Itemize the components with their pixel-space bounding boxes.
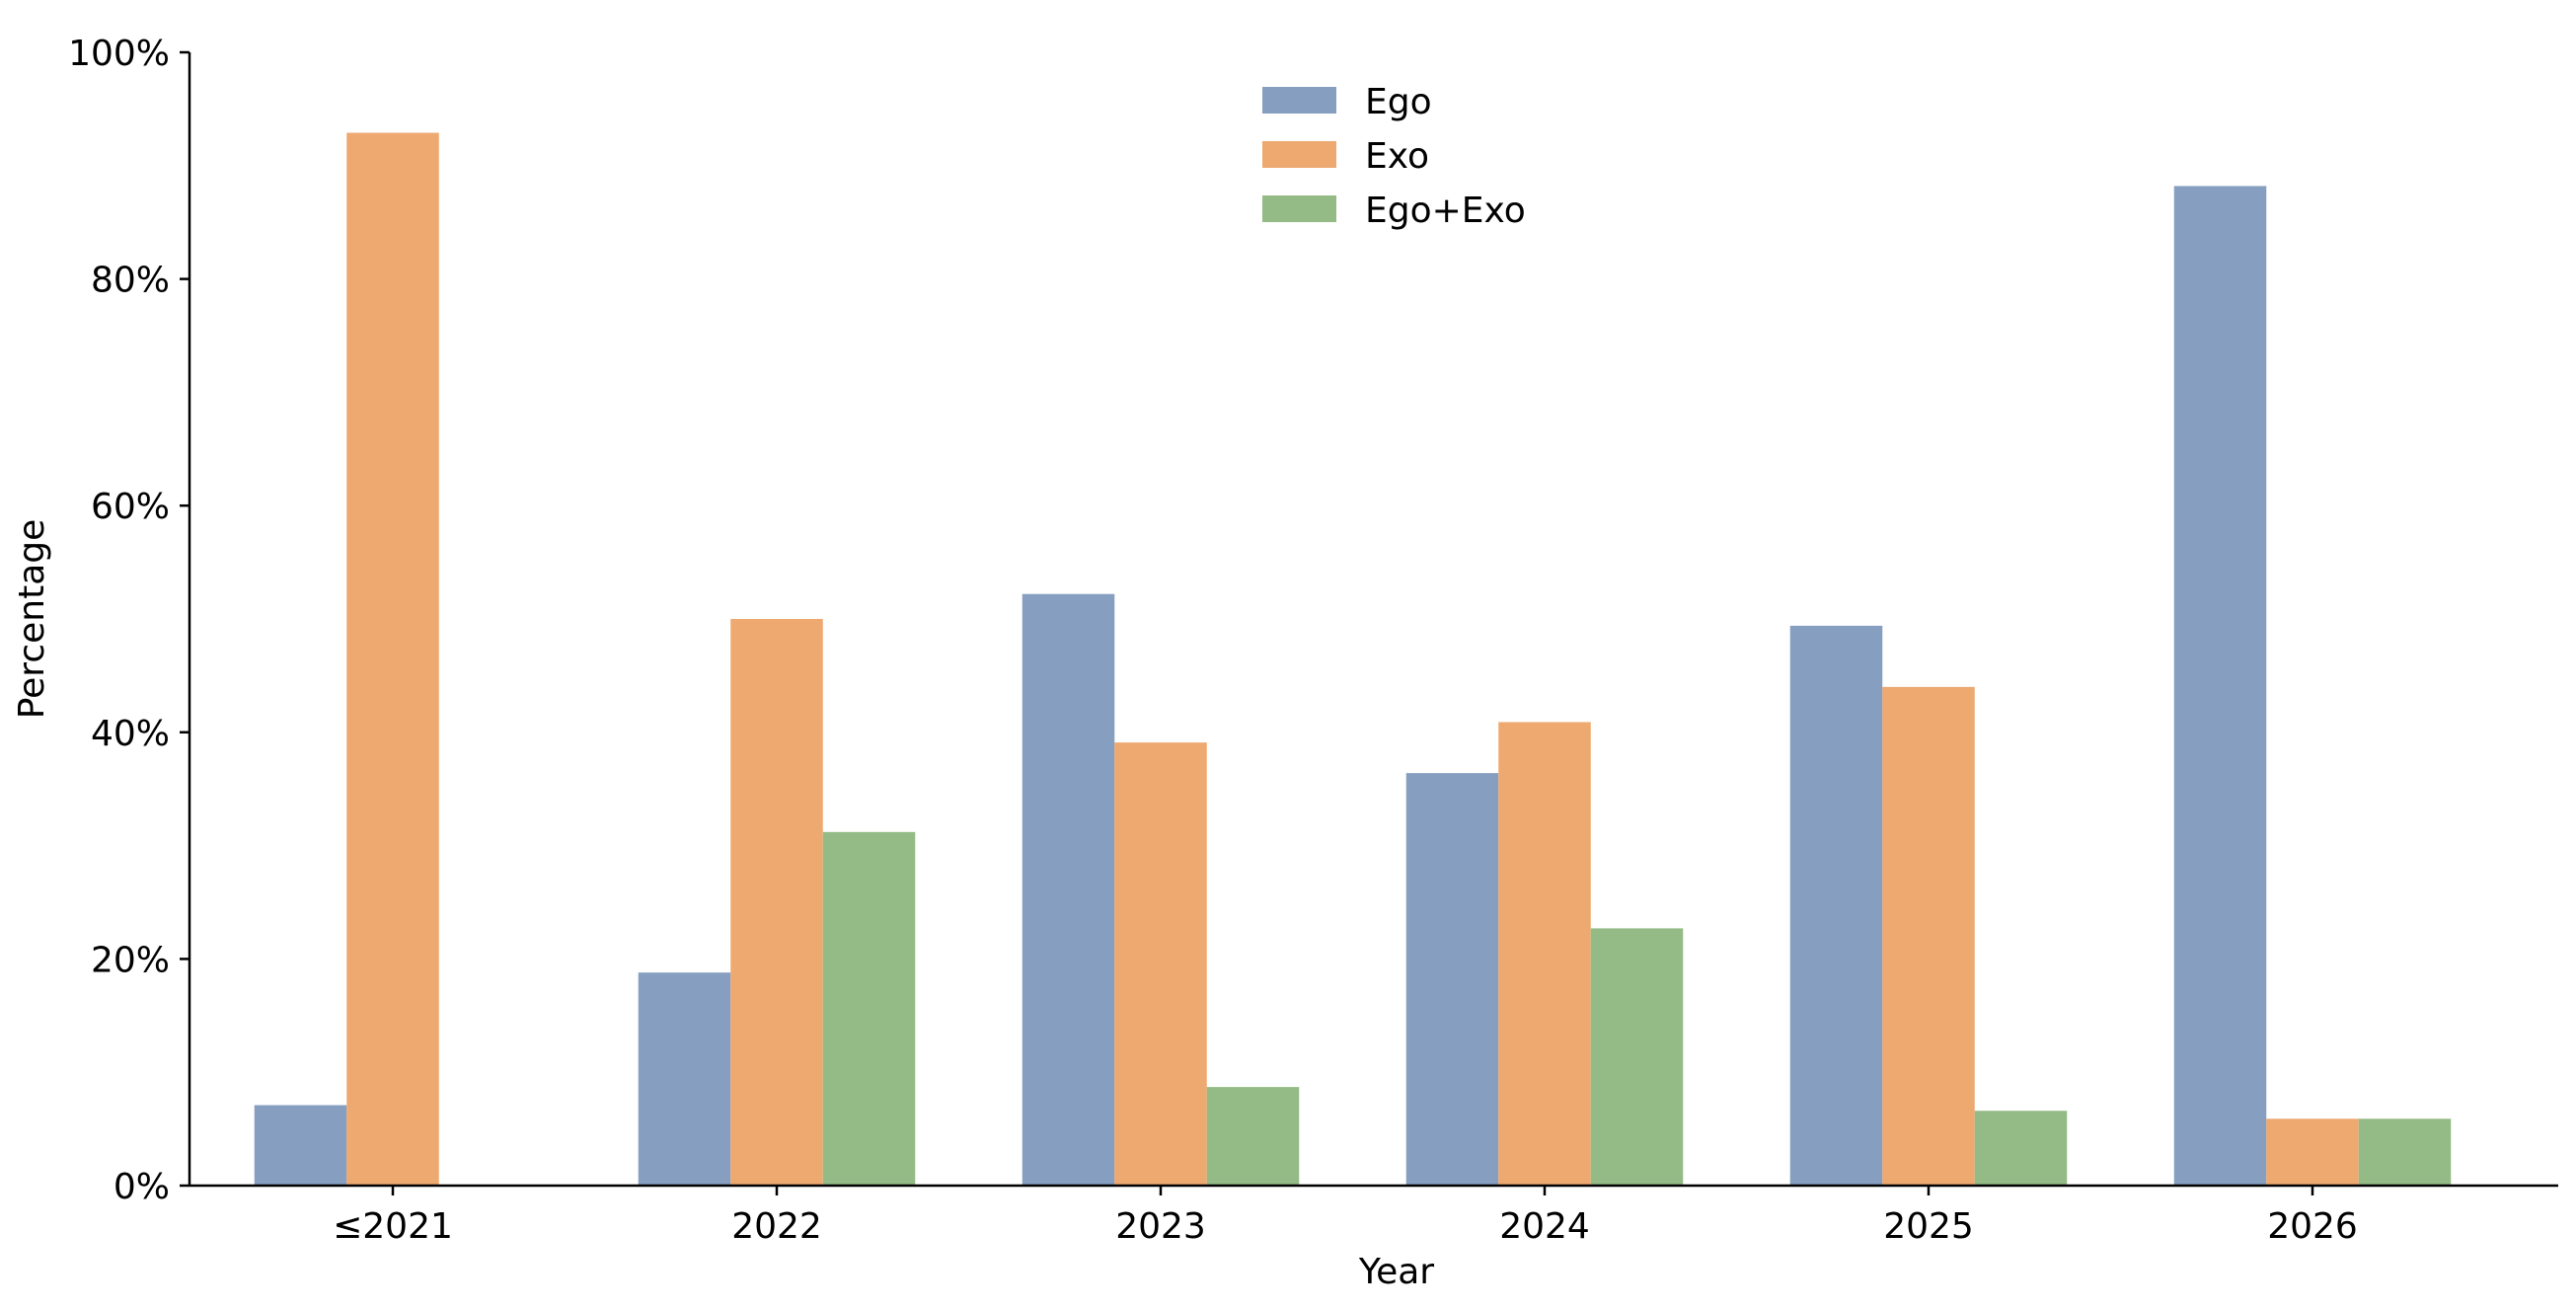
legend-swatch-exo: [1262, 141, 1336, 168]
y-tick-label: 60%: [91, 487, 170, 527]
x-tick-label: ≤2021: [333, 1206, 453, 1247]
bar-ego-exo-1: [822, 831, 916, 1186]
legend-label-ego-exo: Ego+Exo: [1365, 191, 1526, 231]
legend-label-exo: Exo: [1365, 136, 1429, 177]
bar-exo-1: [730, 619, 823, 1186]
y-tick-label: 0%: [114, 1167, 170, 1207]
y-tick-label: 80%: [91, 261, 170, 301]
bar-exo-3: [1498, 722, 1591, 1186]
bar-ego-5: [2173, 186, 2267, 1187]
bar-ego-2: [1022, 593, 1115, 1186]
y-tick-label: 100%: [68, 34, 170, 74]
bar-ego-0: [254, 1105, 347, 1186]
legend-label-ego: Ego: [1365, 82, 1432, 122]
x-tick-label: 2025: [1883, 1206, 1974, 1247]
y-tick-label: 20%: [91, 940, 170, 980]
bar-ego-3: [1405, 773, 1499, 1186]
bar-ego-4: [1789, 625, 1883, 1186]
legend-swatch-ego-exo: [1262, 195, 1336, 222]
y-axis-title: Percentage: [12, 519, 52, 720]
bar-ego-exo-4: [1974, 1111, 2068, 1186]
x-axis-title: Year: [1358, 1252, 1434, 1292]
bar-ego-exo-3: [1590, 928, 1684, 1186]
bar-exo-2: [1114, 742, 1207, 1186]
x-tick-label: 2026: [2267, 1206, 2358, 1247]
x-tick-label: 2022: [731, 1206, 822, 1247]
y-ticks: 0% 20% 40% 60% 80% 100%: [68, 34, 189, 1207]
bar-ego-1: [638, 972, 731, 1186]
bar-exo-5: [2266, 1118, 2359, 1186]
legend: Ego Exo Ego+Exo: [1262, 82, 1526, 231]
bar-ego-exo-5: [2358, 1118, 2452, 1186]
y-tick-label: 40%: [91, 714, 170, 754]
bar-ego-exo-2: [1206, 1087, 1300, 1186]
x-tick-label: 2024: [1499, 1206, 1590, 1247]
bar-exo-4: [1882, 686, 1975, 1186]
bar-exo-0: [346, 132, 439, 1186]
x-tick-label: 2023: [1115, 1206, 1206, 1247]
x-ticks: ≤2021 2022 2023 2024 2025 2026: [333, 1186, 2358, 1247]
legend-swatch-ego: [1262, 87, 1336, 114]
bars-layer: [254, 132, 2452, 1187]
